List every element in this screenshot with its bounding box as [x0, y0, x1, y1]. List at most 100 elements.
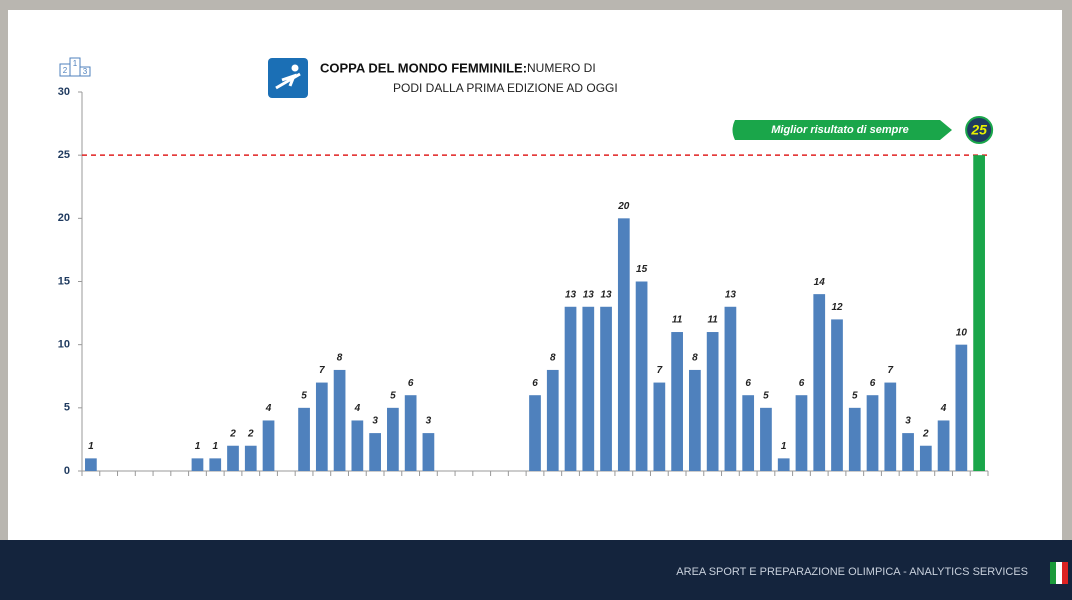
bar	[369, 433, 381, 471]
footer-band	[0, 540, 1072, 600]
value-label: 5	[763, 390, 769, 401]
value-label: 2	[922, 428, 929, 439]
bar	[422, 433, 435, 471]
ski-icon	[268, 58, 308, 98]
bar	[600, 306, 612, 471]
value-label: 4	[940, 403, 947, 414]
y-tick-label: 5	[64, 402, 70, 414]
value-label: 8	[550, 353, 556, 364]
value-label: 7	[319, 365, 325, 376]
y-tick-label: 0	[64, 465, 70, 477]
value-label: 8	[692, 353, 698, 364]
value-label: 2	[247, 428, 254, 439]
bar	[742, 395, 755, 471]
bar	[848, 407, 861, 471]
bar	[333, 369, 346, 471]
bar	[777, 458, 790, 471]
chart-title: COPPA DEL MONDO FEMMINILE:	[320, 60, 527, 75]
bar	[866, 395, 879, 471]
value-label: 4	[354, 403, 361, 414]
y-tick-label: 15	[58, 275, 70, 287]
value-label: 10	[956, 327, 968, 338]
value-label: 13	[725, 289, 737, 300]
value-label: 13	[583, 289, 595, 300]
value-label: 5	[390, 390, 396, 401]
bar	[617, 218, 630, 471]
y-tick-label: 25	[58, 149, 70, 161]
badge-value: 25	[970, 122, 987, 138]
flag-icon	[1050, 562, 1068, 584]
bar	[635, 281, 648, 471]
value-label: 20	[617, 201, 630, 212]
subtitle: PODI DALLA PRIMA EDIZIONE AD OGGI	[393, 81, 618, 95]
value-label: 11	[672, 315, 683, 326]
bar	[937, 420, 950, 471]
value-label: 15	[636, 264, 648, 275]
value-label: 5	[301, 390, 307, 401]
value-label: 13	[565, 289, 577, 300]
bar	[795, 395, 808, 471]
annotation-text: Miglior risultato di sempre	[771, 124, 909, 136]
bar	[529, 395, 541, 471]
podium-icon: 2 1 3	[59, 57, 91, 77]
bar	[404, 395, 417, 471]
value-label: 6	[408, 378, 414, 389]
value-label: 12	[831, 302, 843, 313]
bar	[191, 458, 204, 471]
bar	[689, 369, 701, 471]
badge	[965, 116, 994, 144]
bar	[582, 306, 595, 471]
bar	[760, 407, 772, 471]
value-label: 6	[870, 378, 876, 389]
value-label: 1	[212, 441, 218, 452]
value-label: 3	[426, 416, 432, 427]
bar	[955, 344, 968, 471]
bar	[884, 382, 897, 471]
value-label: 5	[852, 390, 858, 401]
bar	[564, 306, 577, 471]
bar	[387, 407, 399, 471]
value-label: 3	[905, 416, 911, 427]
value-label: 1	[195, 441, 201, 452]
svg-text:2: 2	[63, 66, 68, 75]
value-label: 6	[799, 378, 805, 389]
bar	[85, 458, 97, 471]
bar	[653, 382, 666, 471]
value-label: 7	[888, 365, 894, 376]
value-label: 1	[781, 441, 787, 452]
y-tick-label: 20	[58, 212, 70, 224]
value-label: 4	[265, 403, 272, 414]
value-label: 1	[88, 441, 94, 452]
bar	[706, 332, 719, 471]
bar	[546, 369, 559, 471]
value-label: 6	[745, 378, 751, 389]
bar	[209, 458, 222, 471]
bar	[298, 407, 310, 471]
y-tick-label: 10	[58, 339, 70, 351]
value-label: 6	[532, 378, 538, 389]
bar	[973, 155, 985, 471]
bar	[919, 445, 932, 471]
footer-text: AREA SPORT E PREPARAZIONE OLIMPICA - ANA…	[676, 566, 1028, 578]
subtitle: NUMERO DI	[527, 61, 596, 75]
bar	[244, 445, 257, 471]
svg-text:1: 1	[73, 59, 78, 68]
bar	[831, 319, 843, 471]
bar	[724, 306, 737, 471]
value-label: 14	[814, 277, 826, 288]
bar	[813, 294, 826, 471]
annotation-arrow	[732, 120, 952, 140]
value-label: 3	[372, 416, 378, 427]
value-label: 2	[229, 428, 236, 439]
value-label: 13	[600, 289, 612, 300]
bar	[262, 420, 275, 471]
bar	[315, 382, 328, 471]
bar	[351, 420, 364, 471]
bar	[671, 332, 683, 471]
bar	[227, 445, 239, 471]
svg-text:3: 3	[83, 67, 88, 76]
value-label: 8	[337, 353, 343, 364]
bar	[902, 433, 914, 471]
